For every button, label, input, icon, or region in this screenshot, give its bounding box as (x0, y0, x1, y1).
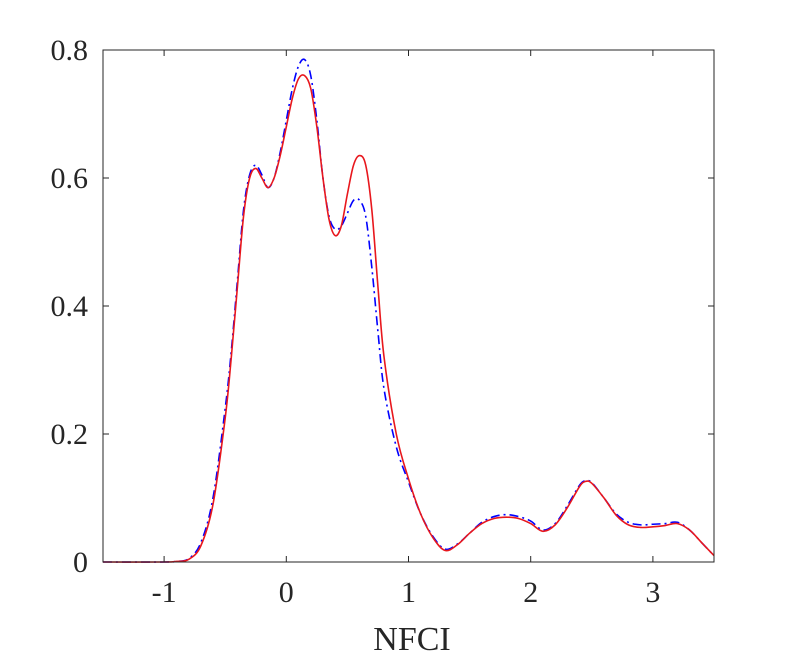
x-tick-labels: -1 0 1 2 3 (152, 576, 661, 609)
x-axis-title: NFCI (373, 621, 450, 658)
y-tick-label: 0.4 (51, 290, 89, 323)
y-tick-label: 0.6 (51, 162, 89, 195)
series-line-1 (102, 58, 715, 563)
x-tick-label: 2 (523, 576, 538, 609)
y-tick-labels: 0 0.2 0.4 0.6 0.8 (51, 34, 89, 579)
series-layer (102, 58, 715, 563)
x-tick-label: -1 (152, 576, 177, 609)
y-tick-label: 0.2 (51, 418, 89, 451)
series-line-2 (102, 74, 715, 563)
x-tick-label: 3 (645, 576, 660, 609)
x-tick-label: 0 (279, 576, 294, 609)
plot-area (103, 50, 714, 562)
axes-layer (102, 49, 715, 563)
y-tick-label: 0.8 (51, 34, 89, 67)
x-tick-label: 1 (401, 576, 416, 609)
plot-background (103, 50, 714, 562)
y-tick-label: 0 (73, 546, 88, 579)
